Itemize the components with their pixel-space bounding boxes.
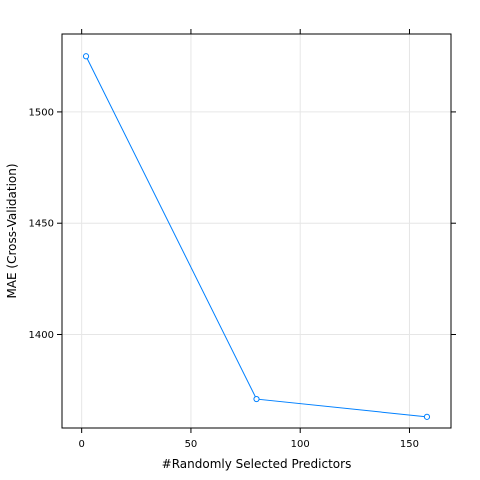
grid-lines: [62, 34, 451, 428]
x-tick-label: 50: [185, 439, 198, 450]
y-tick-label: 1450: [29, 219, 54, 230]
x-axis-title: #Randomly Selected Predictors: [162, 457, 352, 471]
data-point: [253, 395, 260, 403]
data-point: [82, 53, 90, 60]
x-tick-label: 0: [78, 439, 84, 450]
y-axis-title: MAE (Cross-Validation): [5, 163, 19, 298]
series-layer: [82, 53, 431, 420]
y-tick-label: 1400: [29, 330, 54, 341]
data-point: [423, 413, 431, 420]
x-tick-label: 100: [291, 439, 310, 450]
axis-ticks: 0 50 100 150 1400 1450 1500: [29, 29, 456, 450]
x-tick-label: 150: [400, 439, 419, 450]
plot-frame: [61, 33, 452, 429]
y-tick-label: 1500: [29, 107, 54, 118]
